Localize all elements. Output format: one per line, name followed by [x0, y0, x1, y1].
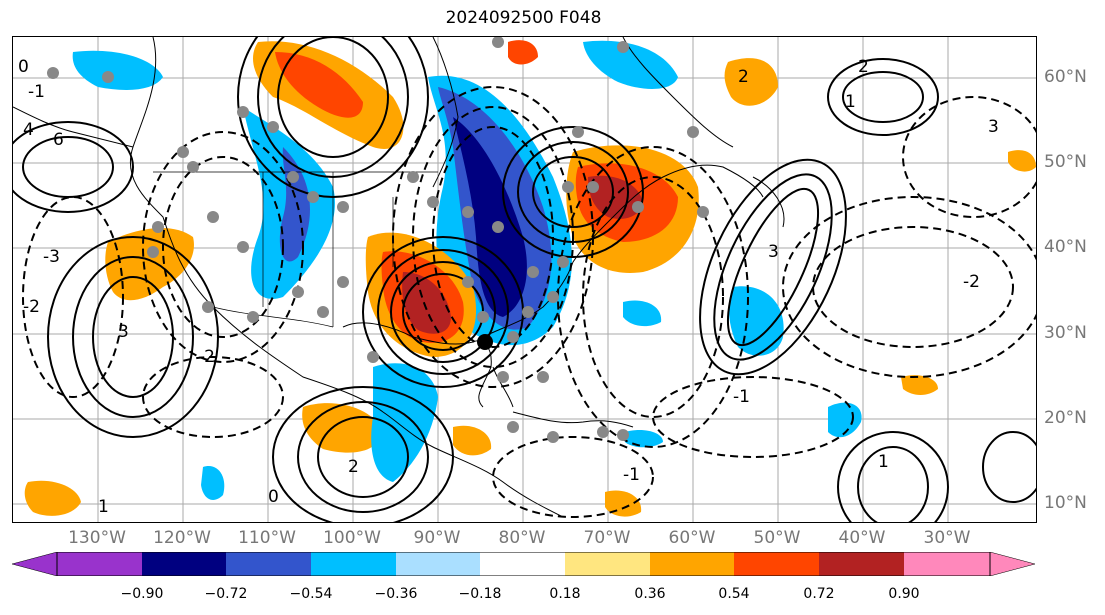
colorbar-tick: −0.54: [289, 586, 333, 602]
lon-label: 30°W: [923, 528, 971, 548]
orange-hudson: [508, 40, 538, 65]
colorbar-segment: [480, 552, 565, 576]
lon-label: 120°W: [153, 528, 211, 548]
colorbar-tick: −0.18: [458, 586, 502, 602]
lon-label: 130°W: [68, 528, 126, 548]
orange-mexico: [302, 403, 383, 453]
orange-east-atlantic: [901, 375, 938, 395]
contour-label: 1: [878, 452, 889, 472]
lon-label: 90°W: [413, 528, 461, 548]
colorbar-segment: [226, 552, 311, 576]
contour-label: 4: [23, 120, 34, 140]
contour-label: 0: [18, 57, 29, 77]
colorbar-segment: [311, 552, 396, 576]
colorbar-tick: −0.36: [374, 586, 418, 602]
colorbar-segment: [819, 552, 904, 576]
shaded-fields: [24, 40, 1036, 517]
orange-pacific-sw: [24, 480, 81, 516]
lat-label: 20°N: [1044, 408, 1087, 428]
colorbar-tick: −0.72: [204, 586, 248, 602]
colorbar-tick: 0.54: [718, 586, 750, 602]
contour-label: -2: [23, 297, 40, 317]
colorbar-segment: [734, 552, 819, 576]
contour-label: -2: [963, 272, 980, 292]
lon-label: 100°W: [323, 528, 381, 548]
contour-label: 0: [268, 487, 279, 507]
lon-label: 60°W: [668, 528, 716, 548]
lat-label: 10°N: [1044, 493, 1087, 513]
sky-atlantic-mid: [728, 286, 784, 356]
lon-label: 70°W: [583, 528, 631, 548]
colorbar-tick: 0.36: [634, 586, 666, 602]
contour-label: -3: [43, 247, 60, 267]
lon-label: 80°W: [498, 528, 546, 548]
contour-label: 3: [118, 322, 129, 342]
lat-label: 40°N: [1044, 237, 1087, 257]
colorbar-segment: [142, 552, 226, 576]
contour-labels: 0 2 4 6 -1 -2 -3 3 -2 1 -1 0 2 3 -2 -1 1…: [18, 57, 999, 517]
colorbar-segment: [989, 552, 1035, 576]
lon-label: 40°W: [838, 528, 886, 548]
orange-baja: [105, 227, 194, 301]
contour-label: -1: [623, 465, 640, 485]
lat-label: 50°N: [1044, 152, 1087, 172]
coastlines: [13, 37, 785, 518]
colorbar-segment: [650, 552, 734, 576]
contour-label: 2: [858, 57, 869, 77]
orange-ocean-south: [605, 490, 642, 517]
navy-anomaly-central: [453, 117, 527, 317]
sky-caribbean: [625, 430, 663, 448]
colorbar-segment: [57, 552, 142, 576]
redorange-pacific-nw: [275, 52, 363, 118]
lon-label: 110°W: [238, 528, 296, 548]
colorbar-segment: [12, 552, 58, 576]
colorbar-tick: 0.72: [803, 586, 835, 602]
lon-label: 50°W: [753, 528, 801, 548]
negative-contours: [22, 86, 1036, 518]
orange-far-east: [1008, 150, 1036, 172]
colorbar-tick: −0.90: [120, 586, 164, 602]
sky-mexico: [371, 363, 438, 482]
sky-south-atlantic: [623, 300, 662, 327]
colorbar-segment: [565, 552, 650, 576]
contour-label: 2: [738, 67, 749, 87]
lat-label: 60°N: [1044, 67, 1087, 87]
contour-label: 2: [348, 457, 359, 477]
map-svg: 0 2 4 6 -1 -2 -3 3 -2 1 -1 0 2 3 -2 -1 1…: [13, 37, 1036, 522]
darkred-gulf: [402, 272, 451, 334]
colorbar: [12, 552, 1035, 576]
contour-label: -1: [28, 82, 45, 102]
orange-greenland: [724, 58, 778, 106]
sky-labrador: [583, 40, 678, 89]
contour-label: 3: [988, 117, 999, 137]
colorbar-segment: [396, 552, 480, 576]
colorbar-outline: [56, 552, 991, 576]
contour-label: -1: [733, 387, 750, 407]
contour-label: 6: [53, 130, 64, 150]
map-title: 2024092500 F048: [445, 8, 602, 28]
lat-label: 30°N: [1044, 323, 1087, 343]
sky-pacific: [201, 466, 225, 500]
sky-canada-west: [72, 50, 163, 90]
sky-east-atlantic: [828, 402, 862, 438]
map-panel: 0 2 4 6 -1 -2 -3 3 -2 1 -1 0 2 3 -2 -1 1…: [12, 36, 1037, 523]
orange-central-am: [453, 425, 492, 456]
colorbar-tick: 0.90: [888, 586, 920, 602]
storm-center-marker: [477, 334, 493, 350]
contour-label: 3: [768, 242, 779, 262]
darkred-atlantic: [588, 175, 643, 219]
colorbar-tick: 0.18: [549, 586, 581, 602]
contour-label: 1: [845, 92, 856, 112]
contour-label: -2: [198, 347, 215, 367]
station-markers: [47, 37, 709, 443]
colorbar-segment: [904, 552, 990, 576]
contour-label: 1: [98, 497, 109, 517]
